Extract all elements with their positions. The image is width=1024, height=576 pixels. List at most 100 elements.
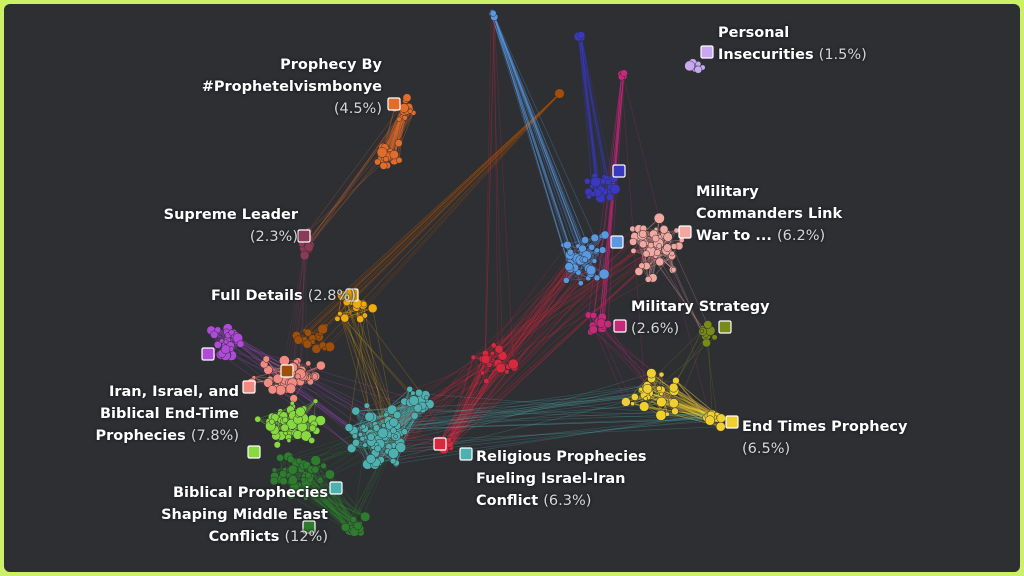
cluster-marker-end-times[interactable] xyxy=(725,415,739,429)
graph-node xyxy=(324,341,335,352)
label-religious-fueling[interactable]: Religious Prophecies Fueling Israel-Iran… xyxy=(476,449,647,509)
cluster-marker-supreme-leader[interactable] xyxy=(297,229,311,243)
graph-node xyxy=(415,388,423,397)
cluster-marker-military-commanders[interactable] xyxy=(678,225,692,239)
label-full-details[interactable]: Full Details (2.8%) xyxy=(211,288,356,304)
graph-node xyxy=(401,428,408,436)
graph-node xyxy=(639,240,648,249)
graph-node xyxy=(388,448,399,459)
graph-node xyxy=(577,31,586,40)
graph-node xyxy=(236,340,245,348)
graph-node xyxy=(367,303,378,314)
graph-node xyxy=(318,476,323,482)
graph-node xyxy=(275,384,286,396)
graph-node xyxy=(588,243,596,251)
cluster-marker-indigo[interactable] xyxy=(612,164,626,178)
graph-node xyxy=(656,385,662,392)
graph-node xyxy=(381,423,387,428)
label-personal-insecurities[interactable]: Personal Insecurities (1.5%) xyxy=(718,25,867,63)
graph-node xyxy=(699,328,705,334)
cluster-marker-blue[interactable] xyxy=(610,235,624,249)
graph-node xyxy=(220,344,231,354)
graph-node xyxy=(507,358,519,370)
nodes xyxy=(206,9,726,537)
graph-node xyxy=(593,274,601,282)
graph-node xyxy=(480,370,485,376)
graph-node xyxy=(352,438,360,447)
cluster-marker-red[interactable] xyxy=(433,437,447,451)
label-iran-israel[interactable]: Iran, Israel, and Biblical End-Time Prop… xyxy=(95,384,239,444)
graph-node xyxy=(295,457,303,465)
graph-node xyxy=(621,397,631,407)
graph-node xyxy=(590,191,596,197)
graph-node xyxy=(423,395,429,401)
graph-node xyxy=(300,430,312,442)
label-prophecy-by[interactable]: Prophecy By #Prophetelvismbonye (4.5%) xyxy=(201,57,382,117)
cluster-marker-purple[interactable] xyxy=(201,347,215,361)
graph-node xyxy=(639,401,650,412)
graph-node xyxy=(490,350,495,356)
graph-node xyxy=(268,418,275,425)
label-supreme-leader[interactable]: Supreme Leader (2.3%) xyxy=(163,207,298,245)
graph-node xyxy=(304,242,314,252)
cluster-marker-lightgreen[interactable] xyxy=(247,445,261,459)
cluster-marker-brown[interactable] xyxy=(280,364,294,378)
graph-node xyxy=(483,378,490,385)
graph-node xyxy=(347,443,357,453)
graph-node xyxy=(263,378,274,388)
graph-node xyxy=(302,339,312,349)
label-end-times[interactable]: End Times Prophecy (6.5%) xyxy=(742,419,908,457)
graph-node xyxy=(337,311,343,317)
graph-node xyxy=(315,415,326,426)
graph-node xyxy=(374,158,381,166)
graph-node xyxy=(320,462,327,470)
graph-node xyxy=(684,60,696,72)
graph-node xyxy=(382,155,390,163)
cluster-marker-iran-israel[interactable] xyxy=(242,380,256,394)
cluster-marker-prophecy-by[interactable] xyxy=(387,97,401,111)
graph-node xyxy=(668,382,679,393)
graph-node xyxy=(586,265,597,276)
network-canvas[interactable]: Prophecy By #Prophetelvismbonye (4.5%) Su… xyxy=(4,4,1020,572)
graph-node xyxy=(642,250,650,258)
graph-node xyxy=(658,371,665,378)
graph-node xyxy=(590,311,598,319)
graph-node xyxy=(283,431,288,436)
graph-node xyxy=(379,161,388,170)
cluster-marker-religious-fueling[interactable] xyxy=(459,447,473,461)
graph-node xyxy=(588,325,598,335)
graph-node xyxy=(647,242,655,249)
cluster-marker-full-details[interactable] xyxy=(345,288,359,302)
graph-node xyxy=(394,139,403,148)
label-military-commanders[interactable]: Military Commanders Link War to ... (6.2… xyxy=(696,184,843,244)
graph-node xyxy=(254,415,262,423)
graph-node xyxy=(603,320,612,329)
graph-node xyxy=(276,453,284,462)
label-biblical-shaping[interactable]: Biblical Prophecies Shaping Middle East … xyxy=(161,485,328,545)
graph-node xyxy=(711,334,718,341)
graph-node xyxy=(598,268,610,280)
cluster-marker-religious-fueling[interactable] xyxy=(329,481,343,495)
graph-node xyxy=(334,315,341,322)
graph-node xyxy=(703,320,713,329)
graph-node xyxy=(316,360,326,371)
label-military-strategy[interactable]: Military Strategy (2.6%) xyxy=(631,299,770,337)
graph-node xyxy=(340,313,350,323)
graph-node xyxy=(267,385,278,395)
cluster-marker-military-strategy[interactable] xyxy=(613,319,627,333)
graph-node xyxy=(295,406,306,417)
graph-node xyxy=(655,257,665,267)
graph-node xyxy=(586,193,592,200)
graph-node xyxy=(286,455,295,464)
graph-node xyxy=(702,338,711,348)
cluster-marker-olive[interactable] xyxy=(718,320,732,334)
graph-node xyxy=(590,176,601,188)
graph-node xyxy=(480,354,491,365)
graph-node xyxy=(300,477,306,483)
network-graph[interactable] xyxy=(4,4,1020,572)
graph-node xyxy=(356,315,365,323)
cluster-marker-personal-insecurities[interactable] xyxy=(700,45,714,59)
graph-node xyxy=(554,88,565,99)
cluster-marker-biblical-shaping[interactable] xyxy=(302,520,316,534)
graph-node xyxy=(311,373,319,380)
